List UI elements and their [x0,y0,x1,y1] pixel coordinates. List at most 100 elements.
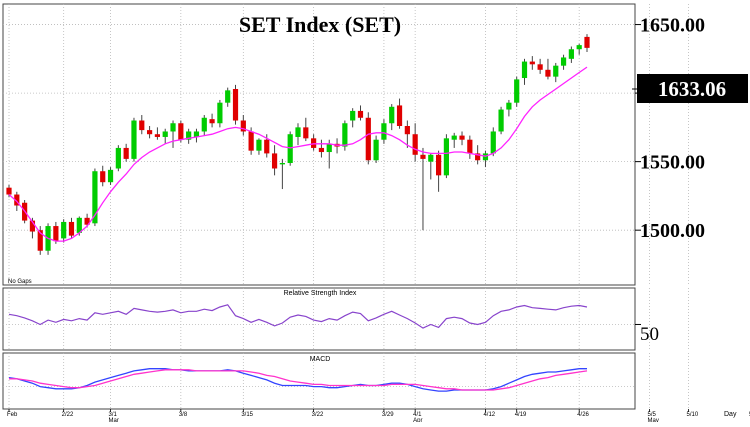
candle-up [373,139,379,161]
candle-down [271,153,278,169]
candle-up [326,143,332,153]
x-axis-label: Day [724,411,737,418]
candle-down [123,147,129,159]
candle-down [459,135,465,140]
candle-down [100,171,106,183]
candle-down [404,125,410,135]
candle-up [498,109,504,132]
price-layer [6,34,590,255]
candle-down [303,127,309,139]
candle-up [560,57,567,66]
candle-up [389,106,395,124]
candle-up [506,102,512,110]
rsi-layer [8,304,588,329]
candle-up [428,154,434,162]
candle-up [170,123,176,132]
price-tick-label: 1650.00 [640,15,705,37]
candle-down [311,138,317,148]
date-tick-label: 3/22 [312,412,324,418]
moving-average-line [8,66,588,242]
date-tick-label: Feb [7,412,18,418]
candle-up [186,131,192,140]
candle-down [139,120,145,131]
rsi-tick-50: 50 [640,324,659,345]
candle-down [529,61,535,65]
candle-down [209,119,215,124]
candle-down [584,36,590,48]
last-price-box [637,74,748,103]
candle-up [342,123,348,147]
grid-layer [3,4,689,409]
candle-down [154,134,161,137]
price-tick-label: 1500.00 [640,220,705,242]
date-tick-label: 4/12 [483,412,495,418]
candle-up [295,127,301,137]
date-tick-label: 2/22 [62,412,74,418]
candle-down [537,64,543,70]
price-tick-label: 1550.00 [640,152,705,174]
candle-down [475,153,481,161]
candle-up [490,131,496,154]
date-tick-label: 4/26 [577,412,589,418]
candle-up [553,65,559,77]
macd-signal-line [9,369,588,391]
candle-up [193,131,200,137]
date-tick-label: 3/15 [241,412,253,418]
candle-down [240,120,246,132]
candle-up [451,135,457,140]
candle-down [435,154,442,176]
candle-up [107,169,114,183]
candle-down [357,110,364,118]
candle-down [68,221,75,236]
candle-up [256,139,262,151]
macd-layer [8,368,588,392]
last-price-label: 1633.06 [658,77,726,101]
candle-down [396,105,403,126]
rsi-panel-frame [2,287,636,351]
candle-down [232,88,239,121]
candle-up [443,138,450,176]
candle-down [146,130,153,135]
date-tick-label: 5/5 [647,412,656,418]
candle-down [53,226,59,242]
candle-up [514,79,520,103]
candle-up [92,171,98,224]
candle-up [201,117,207,132]
candle-down [14,194,20,206]
candle-down [420,154,426,159]
candle-down [248,131,254,151]
candle-up [279,163,285,165]
candle-down [365,117,371,161]
candle-down [412,134,418,155]
rsi-title: Relative Strength Index [284,290,357,297]
candle-up [115,147,121,169]
candle-up [568,49,574,59]
candle-down [545,69,551,77]
candle-up [381,123,387,140]
candle-down [178,123,184,140]
candle-up [350,110,356,121]
candle-down [29,220,36,232]
candle-up [217,102,223,124]
candle-down [318,147,325,153]
date-tick-label: 3/1 [109,412,118,418]
candle-up [521,61,528,79]
macd-line [8,368,587,392]
month-label: May [647,418,658,422]
candle-up [131,120,137,159]
date-tick-label: 5/10 [687,412,699,418]
date-tick-label: 4/19 [515,412,527,418]
candle-up [162,131,168,137]
date-tick-label: 3/29 [382,412,394,418]
no-gaps-note: No Gaps [8,279,32,285]
candle-down [6,187,12,195]
candle-down [84,217,90,225]
candle-up [225,90,231,103]
candle-down [264,139,270,154]
macd-title: MACD [310,356,331,363]
candle-up [61,221,67,239]
date-tick-label: 3/8 [179,412,188,418]
month-label: Mar [109,418,119,422]
